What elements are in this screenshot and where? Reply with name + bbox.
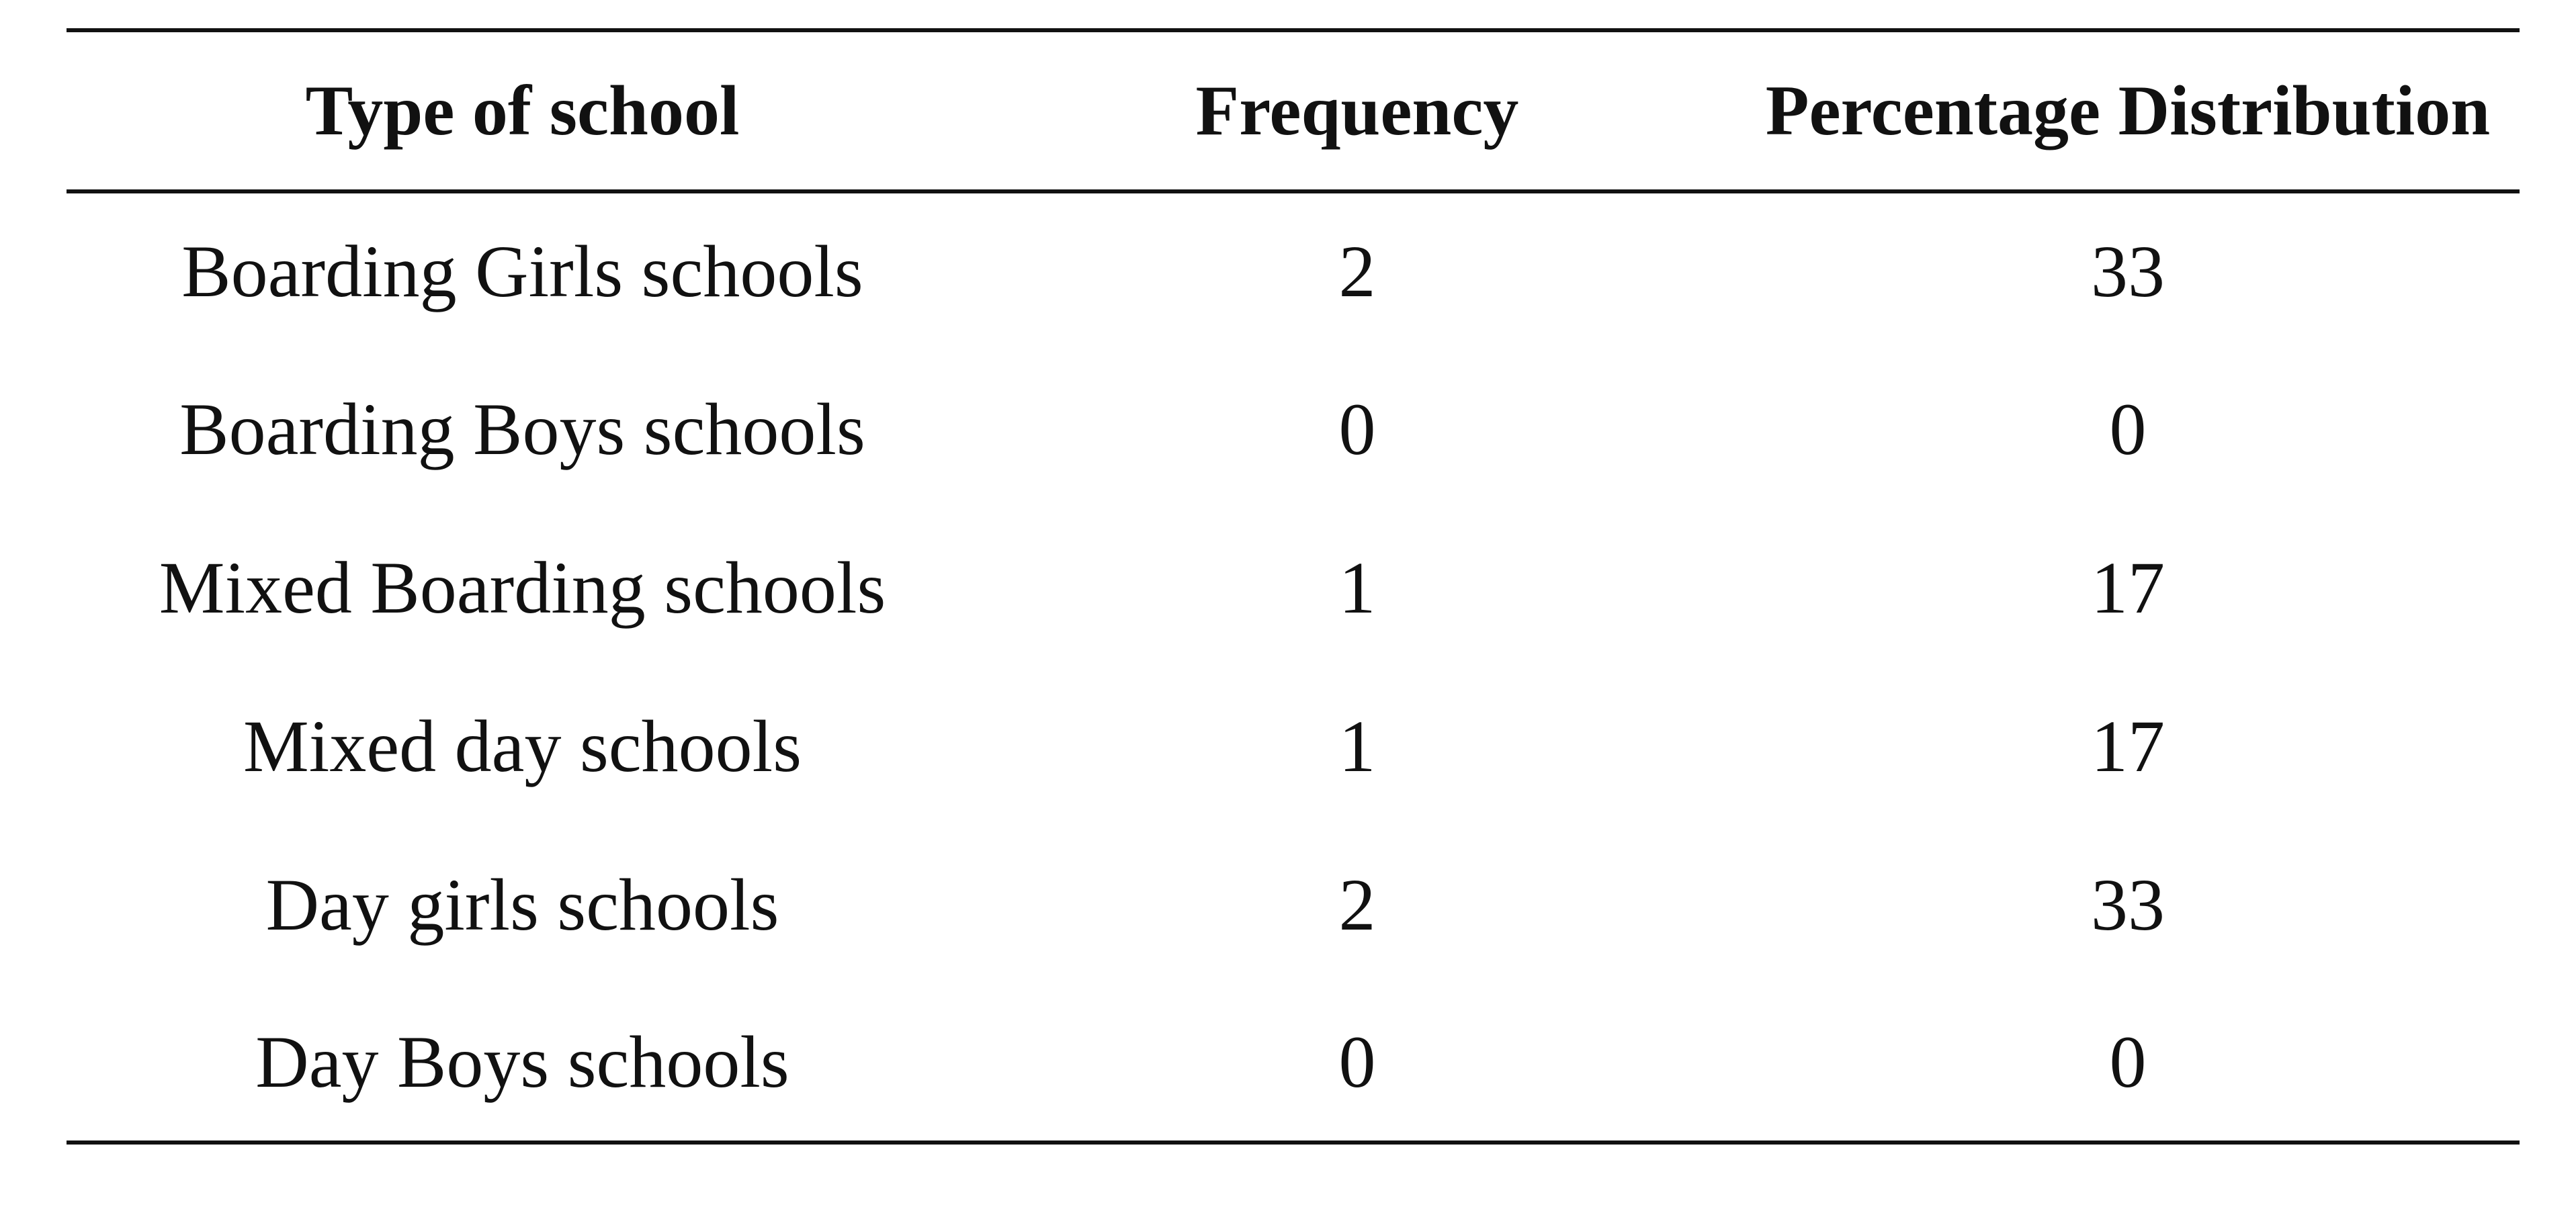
cell-school-type: Mixed day schools — [243, 705, 802, 787]
cell-frequency: 1 — [1338, 705, 1376, 787]
table-row: Mixed Boarding schools 1 17 — [67, 508, 2520, 667]
cell-percentage: 0 — [2109, 388, 2147, 470]
table-body: Boarding Girls schools 2 33 Boarding Boy… — [67, 191, 2520, 1145]
table-row: Boarding Boys schools 0 0 — [67, 350, 2520, 508]
header-frequency: Frequency — [978, 28, 1736, 193]
cell-frequency: 0 — [978, 984, 1736, 1145]
table-row: Mixed day schools 1 17 — [67, 667, 2520, 825]
cell-school-type: Mixed Boarding schools — [159, 546, 886, 629]
header-percentage-distribution: Percentage Distribution — [1736, 28, 2520, 193]
header-type-of-school: Type of school — [67, 28, 978, 193]
table-header: Type of school Frequency Percentage Dist… — [67, 28, 2520, 193]
cell-frequency: 0 — [1338, 388, 1376, 470]
cell-percentage: 17 — [2091, 705, 2165, 787]
cell-school-type: Day girls schools — [265, 863, 779, 946]
cell-frequency: 1 — [1338, 546, 1376, 629]
cell-frequency: 2 — [1338, 863, 1376, 946]
cell-frequency: 2 — [1338, 230, 1376, 312]
table-row: Day Boys schools 0 0 — [67, 984, 2520, 1145]
table-row: Boarding Girls schools 2 33 — [67, 191, 2520, 350]
table-row: Day girls schools 2 33 — [67, 825, 2520, 984]
school-distribution-table: Type of school Frequency Percentage Dist… — [67, 28, 2520, 1145]
cell-percentage: 0 — [1736, 984, 2520, 1145]
cell-school-type: Boarding Boys schools — [179, 388, 865, 470]
cell-percentage: 33 — [2091, 863, 2165, 946]
table-container: Type of school Frequency Percentage Dist… — [67, 28, 2520, 1145]
cell-percentage: 33 — [2091, 230, 2165, 312]
header-row: Type of school Frequency Percentage Dist… — [67, 28, 2520, 193]
cell-school-type: Boarding Girls schools — [181, 230, 863, 312]
cell-percentage: 17 — [2091, 546, 2165, 629]
cell-school-type: Day Boys schools — [67, 984, 978, 1145]
